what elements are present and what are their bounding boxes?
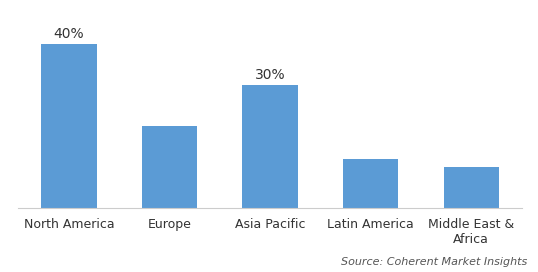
Text: 40%: 40%: [54, 26, 84, 41]
Text: Source: Coherent Market Insights: Source: Coherent Market Insights: [341, 256, 527, 267]
Bar: [142, 126, 197, 208]
Bar: [343, 159, 398, 208]
Bar: [41, 44, 97, 208]
Text: 30%: 30%: [255, 68, 285, 82]
Bar: [243, 85, 298, 208]
Bar: [443, 167, 499, 208]
